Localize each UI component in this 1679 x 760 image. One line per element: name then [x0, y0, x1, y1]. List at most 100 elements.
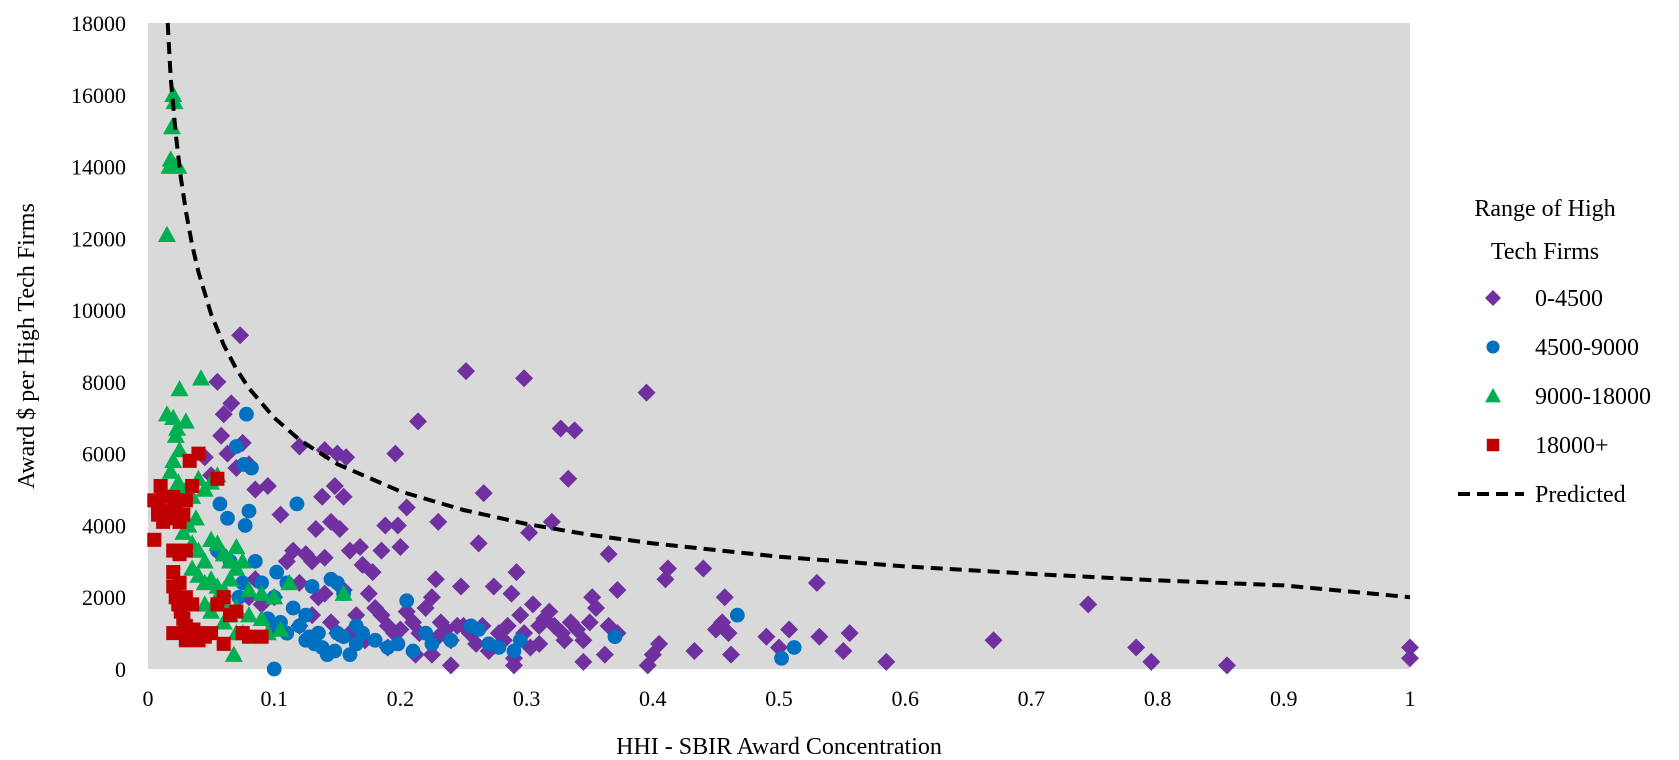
data-point-circle — [269, 564, 285, 580]
data-point-triangle — [176, 412, 195, 429]
data-point-diamond — [565, 421, 584, 440]
data-point-triangle — [271, 620, 290, 637]
data-point-diamond — [515, 369, 534, 388]
data-point-circle — [367, 632, 383, 648]
data-point-triangle — [227, 559, 246, 576]
y-tick-label: 14000 — [71, 155, 126, 180]
data-point-circle — [298, 607, 314, 623]
data-point-square — [191, 446, 206, 461]
data-point-diamond — [1401, 649, 1419, 668]
data-point-diamond — [429, 512, 448, 531]
data-point-diamond — [658, 559, 677, 578]
data-point-diamond — [1127, 638, 1146, 657]
data-point-diamond — [386, 444, 405, 463]
data-point-diamond — [376, 516, 395, 535]
x-tick-label: 0.1 — [260, 686, 288, 711]
data-point-circle — [342, 647, 358, 663]
data-point-circle — [236, 457, 252, 472]
data-point-triangle — [168, 419, 187, 436]
legend-label: 18000+ — [1535, 433, 1609, 459]
data-point-square — [229, 604, 244, 619]
legend-marker-circle — [1486, 340, 1500, 354]
data-point-diamond — [306, 520, 325, 539]
data-point-square — [166, 579, 181, 594]
data-point-triangle — [227, 537, 246, 555]
data-point-square — [166, 565, 181, 580]
data-point-diamond — [595, 645, 614, 664]
data-point-square — [178, 543, 193, 558]
data-point-diamond — [694, 559, 713, 578]
data-point-square — [153, 478, 168, 493]
data-point-triangle — [164, 85, 183, 102]
data-point-diamond — [715, 588, 734, 607]
data-point-triangle — [192, 369, 211, 386]
data-point-diamond — [722, 645, 741, 664]
data-point-diamond — [834, 642, 853, 661]
data-point-diamond — [457, 362, 476, 381]
data-point-square — [210, 471, 225, 486]
data-point-circle — [390, 636, 406, 652]
data-point-circle — [254, 575, 269, 591]
x-axis-title: HHI - SBIR Award Concentration — [616, 734, 942, 760]
data-point-diamond — [246, 480, 265, 499]
x-axis-ticks: 0 0.1 0.2 0.3 0.4 0.5 0.6 0.7 0.8 0.9 1 — [143, 686, 1416, 711]
data-point-diamond — [422, 645, 441, 664]
data-point-square — [147, 532, 162, 547]
data-point-diamond — [334, 487, 353, 506]
data-point-diamond — [498, 616, 517, 635]
y-tick-label: 2000 — [82, 585, 126, 610]
data-point-square — [204, 626, 219, 641]
data-point-diamond — [441, 656, 460, 675]
data-point-diamond — [208, 372, 227, 391]
data-point-square — [178, 633, 193, 648]
y-axis-ticks: 0 2000 4000 6000 8000 10000 12000 14000 16000 180… — [71, 11, 126, 682]
data-point-triangle — [208, 534, 227, 551]
data-point-diamond — [484, 577, 503, 596]
data-point-diamond — [502, 584, 521, 603]
x-tick-label: 0.2 — [387, 686, 415, 711]
x-tick-label: 0.4 — [639, 686, 667, 711]
data-point-diamond — [325, 476, 344, 495]
data-point-triangle — [239, 606, 258, 623]
data-point-triangle — [239, 581, 258, 598]
legend-marker-triangle — [1485, 388, 1501, 403]
data-point-diamond — [330, 520, 349, 539]
data-point-triangle — [224, 645, 243, 662]
x-tick-label: 0 — [143, 686, 154, 711]
data-point-diamond — [1142, 652, 1161, 671]
data-point-circle — [424, 636, 440, 652]
data-point-diamond — [530, 634, 549, 653]
y-tick-label: 4000 — [82, 513, 126, 538]
data-point-diamond — [587, 598, 606, 617]
data-point-diamond — [231, 326, 250, 345]
data-point-diamond — [212, 426, 231, 445]
data-point-diamond — [520, 523, 539, 542]
data-point-diamond — [555, 631, 574, 650]
data-point-diamond — [757, 627, 776, 646]
data-point-circle — [405, 643, 421, 659]
data-point-diamond — [719, 624, 738, 643]
data-point-diamond — [810, 627, 829, 646]
data-point-diamond — [599, 545, 618, 564]
data-point-diamond — [523, 595, 542, 614]
data-point-diamond — [303, 552, 322, 571]
data-point-diamond — [422, 588, 441, 607]
y-tick-label: 18000 — [71, 11, 126, 36]
data-point-square — [191, 633, 206, 648]
y-tick-label: 16000 — [71, 83, 126, 108]
data-point-triangle — [280, 573, 299, 591]
data-point-triangle — [186, 509, 205, 526]
data-points — [147, 85, 1419, 677]
data-point-circle — [471, 622, 487, 637]
data-point-diamond — [1079, 595, 1098, 614]
data-point-diamond — [347, 606, 366, 625]
x-tick-label: 0.6 — [891, 686, 919, 711]
data-point-circle — [327, 643, 343, 659]
x-tick-label: 0.3 — [513, 686, 541, 711]
data-point-circle — [285, 600, 301, 616]
data-point-diamond — [561, 613, 580, 632]
data-point-diamond — [337, 448, 356, 467]
data-point-diamond — [214, 405, 233, 424]
data-point-diamond — [372, 541, 391, 560]
